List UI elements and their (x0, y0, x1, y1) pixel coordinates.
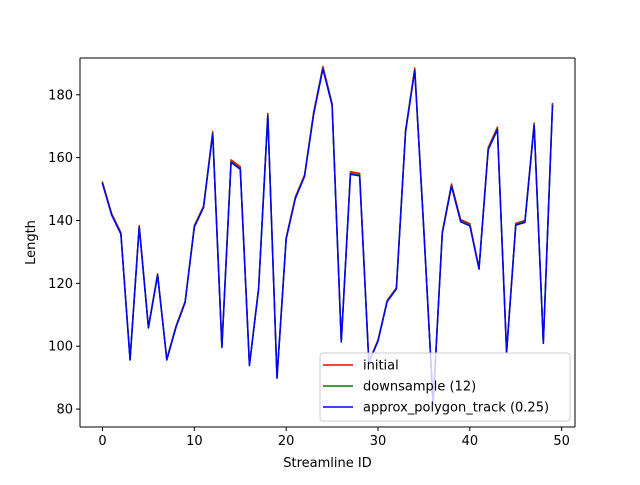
legend-label-1: downsample (12) (363, 380, 476, 395)
y-axis-label: Length (24, 220, 39, 265)
legend-label-2: approx_polygon_track (0.25) (363, 401, 549, 416)
series-layer (101, 65, 554, 405)
y-tick-label: 80 (56, 403, 73, 418)
axes-layer: 0 10 20 30 40 50 80 100 120 140 160 180 (48, 57, 576, 449)
x-tick-label: 20 (278, 434, 295, 449)
legend-label-0: initial (363, 359, 399, 374)
x-tick-label: 0 (98, 434, 106, 449)
y-tick-label: 100 (48, 340, 73, 355)
x-tick-label: 50 (553, 434, 570, 449)
x-tick-label: 10 (186, 434, 203, 449)
series-line-2 (101, 68, 554, 405)
y-tick-label: 140 (48, 214, 73, 229)
y-tick-label: 120 (48, 277, 73, 292)
legend-box (319, 352, 571, 422)
legend: initial downsample (12) approx_polygon_tra… (319, 352, 571, 422)
y-tick-label: 160 (48, 151, 73, 166)
x-tick-label: 30 (370, 434, 387, 449)
x-axis-label: Streamline ID (283, 456, 371, 471)
x-tick-label: 40 (462, 434, 479, 449)
y-tick-label: 180 (48, 88, 73, 103)
